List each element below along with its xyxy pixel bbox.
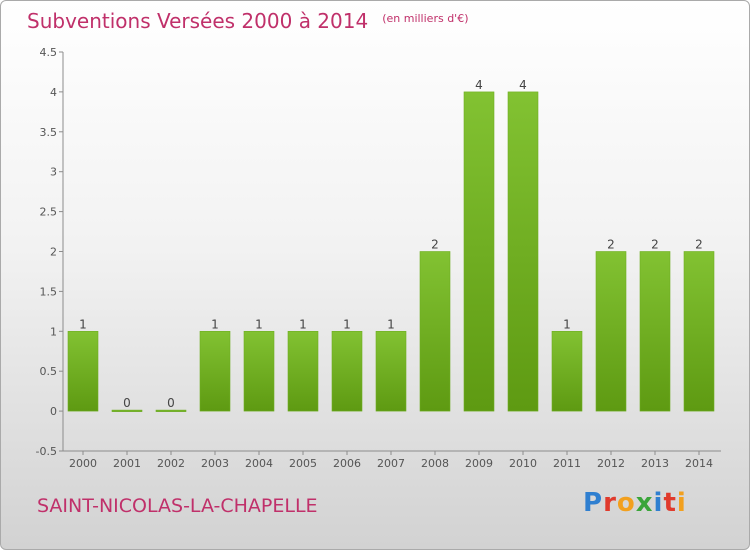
data-label: 1 bbox=[211, 317, 219, 331]
y-tick-label: 2.5 bbox=[40, 206, 58, 219]
bar bbox=[375, 330, 407, 412]
data-label: 1 bbox=[563, 317, 571, 331]
logo-letter: r bbox=[603, 488, 617, 518]
commune-name: SAINT-NICOLAS-LA-CHAPELLE bbox=[37, 495, 318, 517]
logo-letter: t bbox=[663, 488, 677, 518]
x-tick-label: 2008 bbox=[421, 457, 449, 470]
axes: -0.5 0 0.5 1 1.5 2 2.5 3 3.5 4 4.5 bbox=[36, 46, 721, 458]
logo-letter: x bbox=[635, 488, 654, 518]
bar bbox=[551, 330, 583, 412]
logo-letter: i bbox=[653, 488, 664, 518]
data-label: 2 bbox=[695, 238, 703, 252]
x-tick-label: 2002 bbox=[157, 457, 185, 470]
chart-title: Subventions Versées 2000 à 2014 bbox=[27, 9, 369, 33]
x-tick-label: 2004 bbox=[245, 457, 273, 470]
x-tick-label: 2009 bbox=[465, 457, 493, 470]
y-tick-label: 4.5 bbox=[40, 46, 58, 59]
data-label: 0 bbox=[167, 396, 175, 410]
data-label: 4 bbox=[519, 78, 527, 92]
x-tick-label: 2005 bbox=[289, 457, 317, 470]
bar bbox=[419, 251, 451, 412]
data-label: 1 bbox=[387, 317, 395, 331]
bar bbox=[243, 330, 275, 412]
x-tick-label: 2006 bbox=[333, 457, 361, 470]
labels: 2000 1 2001 0 2002 0 2003 1 2004 1 2005 1 2006 1 2007 1… bbox=[69, 78, 713, 470]
x-tick-label: 2001 bbox=[113, 457, 141, 470]
bar bbox=[155, 409, 187, 412]
bar bbox=[199, 330, 231, 412]
y-tick-label: 2 bbox=[50, 246, 57, 259]
bar bbox=[507, 91, 539, 412]
y-tick-label: -0.5 bbox=[36, 445, 57, 458]
bar bbox=[639, 251, 671, 412]
logo-letter: i bbox=[676, 488, 687, 518]
y-tick-label: 4 bbox=[50, 86, 57, 99]
x-tick-label: 2012 bbox=[597, 457, 625, 470]
x-tick-label: 2011 bbox=[553, 457, 581, 470]
data-label: 2 bbox=[431, 238, 439, 252]
data-label: 0 bbox=[123, 396, 131, 410]
bar bbox=[683, 251, 715, 412]
data-label: 1 bbox=[343, 317, 351, 331]
data-label: 2 bbox=[651, 238, 659, 252]
x-tick-label: 2007 bbox=[377, 457, 405, 470]
y-tick-label: 1.5 bbox=[40, 285, 58, 298]
y-tick-label: 0.5 bbox=[40, 365, 58, 378]
data-label: 2 bbox=[607, 238, 615, 252]
y-tick-label: 1 bbox=[50, 325, 57, 338]
x-tick-label: 2010 bbox=[509, 457, 537, 470]
x-tick-label: 2013 bbox=[641, 457, 669, 470]
y-tick-label: 0 bbox=[50, 405, 57, 418]
bar bbox=[111, 409, 143, 412]
data-label: 1 bbox=[255, 317, 263, 331]
data-label: 1 bbox=[79, 317, 87, 331]
chart-subtitle: (en milliers d'€) bbox=[382, 12, 469, 25]
x-tick-label: 2014 bbox=[685, 457, 713, 470]
bars bbox=[67, 91, 715, 412]
bar bbox=[67, 330, 99, 412]
bar bbox=[463, 91, 495, 412]
logo-letter: P bbox=[583, 488, 604, 518]
x-tick-label: 2003 bbox=[201, 457, 229, 470]
data-label: 1 bbox=[299, 317, 307, 331]
title-row: Subventions Versées 2000 à 2014 (en milli… bbox=[27, 9, 468, 33]
logo-letter: o bbox=[616, 488, 636, 518]
x-tick-label: 2000 bbox=[69, 457, 97, 470]
bar bbox=[331, 330, 363, 412]
y-tick-label: 3.5 bbox=[40, 126, 58, 139]
bar bbox=[595, 251, 627, 412]
y-tick-label: 3 bbox=[50, 166, 57, 179]
bar bbox=[287, 330, 319, 412]
data-label: 4 bbox=[475, 78, 483, 92]
proxiti-logo[interactable]: Proxiti bbox=[583, 488, 687, 518]
